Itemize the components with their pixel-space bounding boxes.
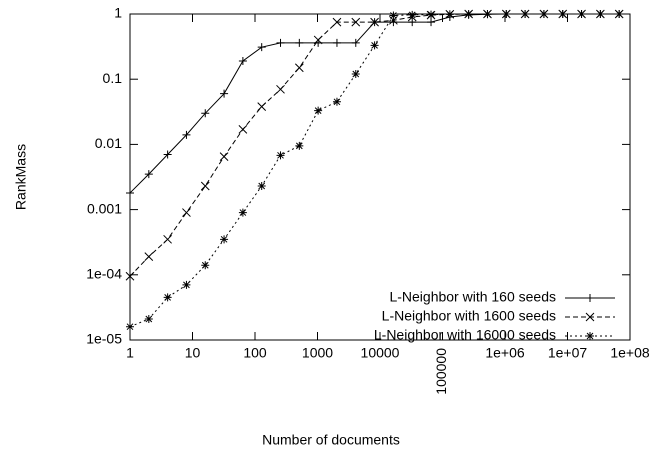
data-point — [427, 18, 436, 27]
data-point — [577, 10, 586, 18]
data-point — [182, 208, 191, 217]
x-tick-label: 100 — [243, 345, 267, 361]
data-point — [332, 38, 341, 47]
data-point — [220, 89, 229, 98]
data-point — [464, 10, 473, 18]
data-point — [408, 18, 417, 27]
data-point — [238, 57, 247, 66]
data-point — [125, 271, 135, 281]
data-point — [163, 293, 172, 302]
y-tick-label: 0.1 — [103, 70, 123, 86]
y-axis-label: RankMass — [13, 144, 29, 210]
data-point — [502, 10, 511, 18]
data-point — [257, 43, 266, 52]
data-point — [295, 141, 304, 150]
data-point — [220, 235, 229, 244]
data-point — [276, 38, 285, 47]
data-point — [200, 181, 210, 191]
data-point — [276, 151, 285, 160]
data-point — [596, 10, 605, 18]
y-tick-label: 1 — [114, 5, 122, 21]
data-point — [445, 10, 454, 19]
data-point — [238, 208, 247, 217]
data-point — [201, 261, 210, 270]
data-point — [351, 70, 360, 79]
legend-label: L-Neighbor with 1600 seeds — [382, 308, 556, 324]
data-point — [615, 10, 624, 18]
series-line — [129, 13, 620, 194]
data-point — [483, 10, 492, 18]
x-tick-label: 1e+06 — [485, 345, 525, 361]
data-point — [521, 10, 530, 18]
legend-marker — [585, 312, 595, 322]
data-point — [201, 109, 210, 118]
data-point — [558, 10, 567, 18]
data-point — [276, 84, 285, 94]
data-point — [144, 314, 153, 323]
data-point — [539, 10, 548, 18]
data-point — [370, 17, 379, 27]
data-point — [238, 125, 248, 134]
y-tick-label: 1e-04 — [86, 266, 122, 282]
series-line — [129, 13, 620, 328]
data-point — [351, 17, 361, 27]
data-point — [126, 188, 134, 197]
y-tick-label: 0.01 — [95, 135, 122, 151]
data-point — [126, 322, 134, 331]
data-point — [332, 17, 342, 27]
data-point — [295, 38, 304, 47]
data-point — [257, 182, 266, 191]
x-tick-label: 10 — [185, 345, 201, 361]
data-point — [257, 102, 267, 111]
data-point — [144, 252, 154, 261]
data-point — [163, 234, 172, 244]
y-tick-label: 0.001 — [87, 200, 122, 216]
legend-label: L-Neighbor with 160 seeds — [389, 289, 556, 305]
data-point — [314, 106, 323, 115]
legend-label: L-Neighbor with 16000 seeds — [374, 327, 556, 343]
data-point — [313, 35, 323, 45]
x-tick-label: 1e+07 — [548, 345, 588, 361]
data-point — [351, 38, 360, 47]
legend-marker — [586, 294, 594, 302]
data-point — [219, 152, 229, 161]
x-tick-label: 10000 — [361, 345, 400, 361]
data-point — [389, 11, 398, 20]
data-point — [389, 18, 398, 27]
x-tick-label: 1 — [126, 345, 134, 361]
data-point — [163, 150, 172, 159]
legend-marker — [586, 332, 594, 340]
x-tick-label: 100000 — [433, 348, 449, 395]
y-tick-label: 1e-05 — [86, 331, 122, 347]
series-line — [129, 13, 620, 277]
data-point — [294, 63, 304, 73]
data-point — [408, 10, 417, 19]
data-point — [332, 97, 341, 106]
x-tick-label: 1e+08 — [610, 345, 650, 361]
data-point — [144, 170, 153, 179]
data-point — [182, 280, 191, 289]
data-point — [427, 10, 436, 19]
x-tick-label: 1000 — [302, 345, 333, 361]
data-point — [182, 130, 191, 139]
x-axis-label: Number of documents — [262, 432, 400, 448]
data-point — [370, 41, 379, 50]
